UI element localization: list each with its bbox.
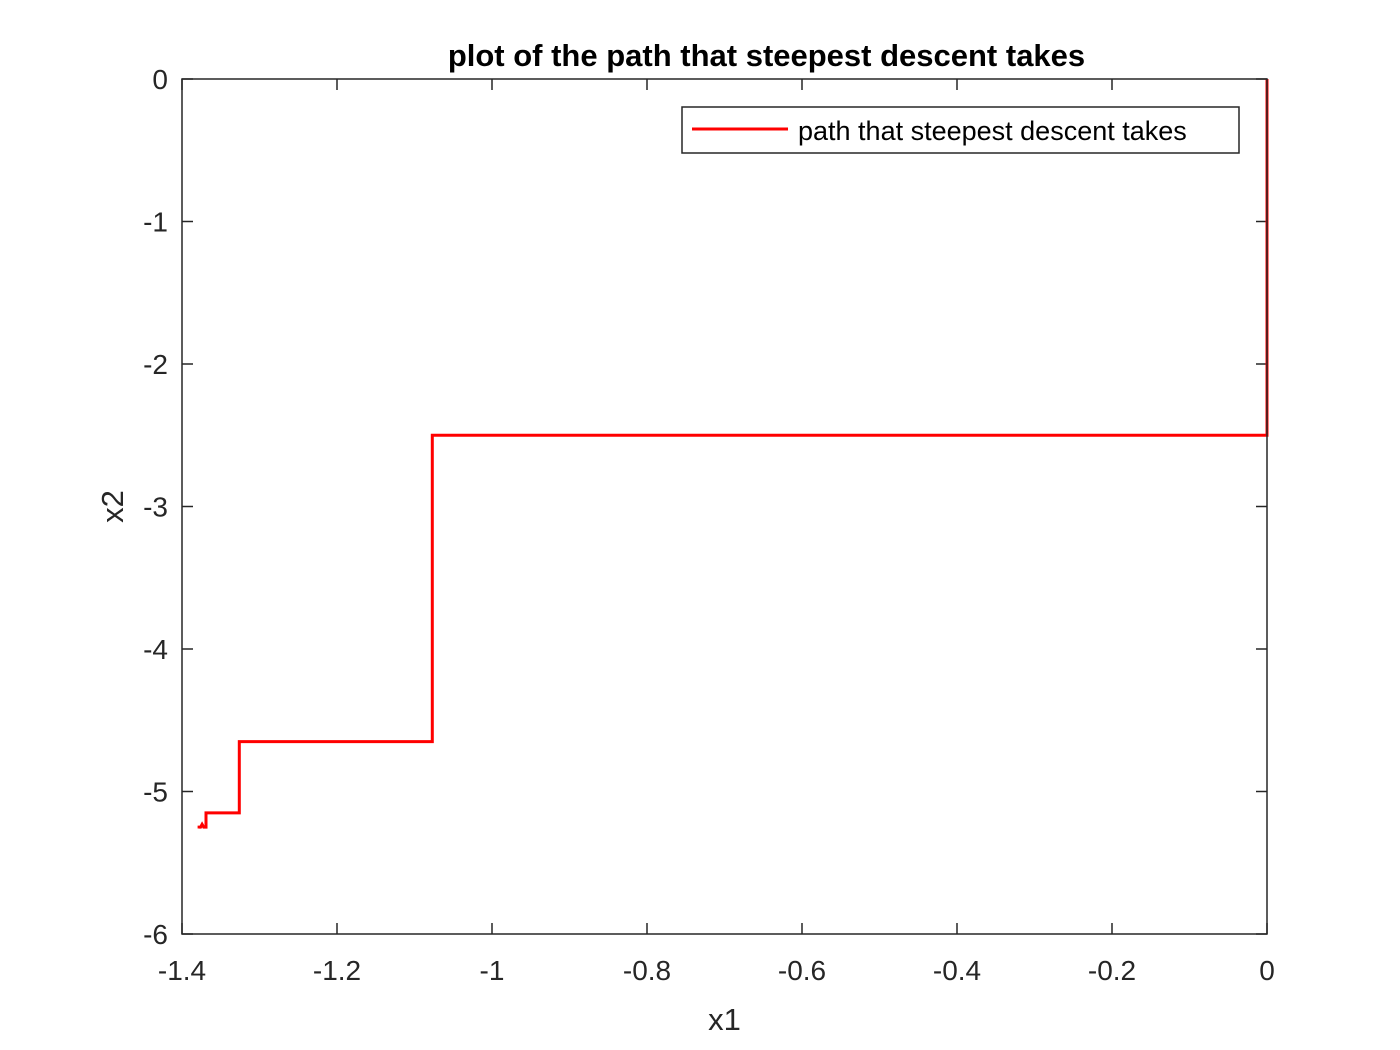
legend: path that steepest descent takes	[681, 106, 1240, 154]
legend-label: path that steepest descent takes	[798, 116, 1187, 146]
y-tick-label: -5	[143, 777, 168, 808]
x-tick-labels: -1.4 -1.2 -1 -0.8 -0.6 -0.4 -0.2 0	[158, 955, 1275, 986]
y-tick-label: -3	[143, 492, 168, 523]
axes-box	[181, 78, 1268, 935]
y-tick-label: 0	[152, 64, 168, 95]
x-axis-label: x1	[708, 1002, 741, 1037]
x-tick-label: 0	[1259, 955, 1275, 986]
x-tick-label: -0.4	[933, 955, 981, 986]
x-tick-label: -0.2	[1088, 955, 1136, 986]
y-tick-label: -4	[143, 634, 168, 665]
series-line	[197, 79, 1269, 829]
x-tick-label: -0.6	[778, 955, 826, 986]
y-tick-label: -2	[143, 349, 168, 380]
x-tick-label: -0.8	[623, 955, 671, 986]
chart-title: plot of the path that steepest descent t…	[448, 38, 1085, 73]
x-tick-label: -1.4	[158, 955, 206, 986]
y-axis-label: x2	[95, 490, 130, 523]
y-tick-labels: 0 -1 -2 -3 -4 -5 -6	[143, 64, 168, 950]
x-tick-label: -1	[480, 955, 505, 986]
series-layer	[197, 79, 1269, 829]
x-tick-label: -1.2	[313, 955, 361, 986]
y-tick-label: -1	[143, 207, 168, 238]
y-tick-label: -6	[143, 919, 168, 950]
plot-area	[182, 79, 1267, 934]
